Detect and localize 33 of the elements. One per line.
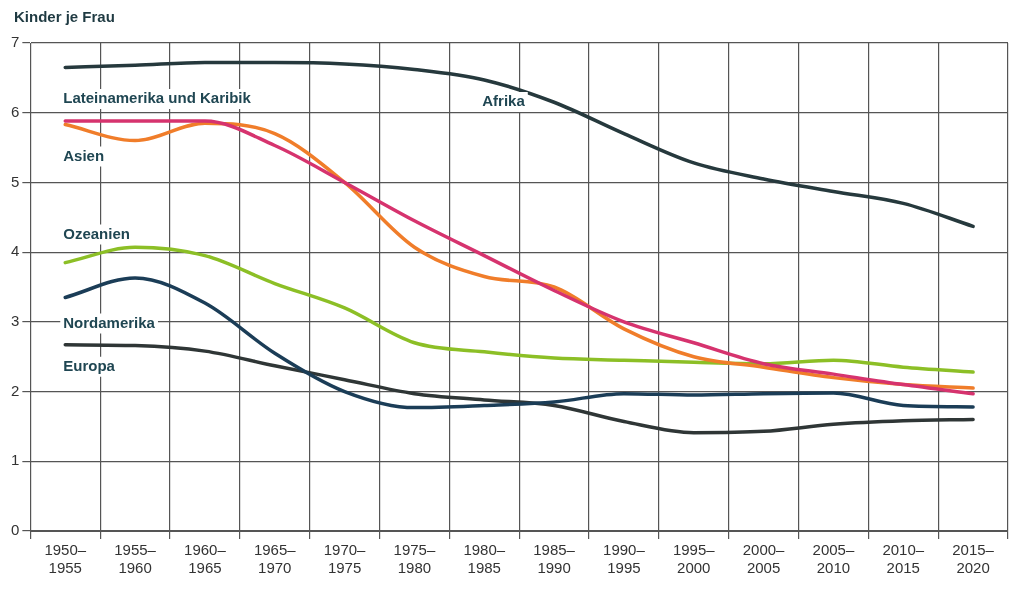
series-label: Nordamerika bbox=[63, 313, 156, 331]
x-tick-label: 1995–2000 bbox=[672, 541, 716, 577]
x-tick-label: 2010–2015 bbox=[882, 541, 925, 577]
series-label: Asien bbox=[63, 146, 105, 164]
x-tick-label: 2000–2005 bbox=[742, 541, 786, 577]
x-tick-label: 1965–1970 bbox=[253, 541, 297, 577]
y-tick-label: 4 bbox=[11, 242, 20, 260]
x-tick-label: 2005–2010 bbox=[812, 541, 855, 577]
x-tick-label: 1955–1960 bbox=[114, 541, 157, 577]
x-tick-label: 2015–2020 bbox=[952, 541, 995, 577]
series-label: Europa bbox=[63, 357, 116, 374]
y-tick-label: 2 bbox=[11, 381, 20, 399]
y-tick-label: 1 bbox=[11, 451, 20, 469]
y-axis-title: Kinder je Frau bbox=[14, 8, 116, 25]
x-tick-label: 1985–1990 bbox=[533, 541, 576, 577]
line-series bbox=[63, 343, 975, 435]
y-tick-label: 5 bbox=[11, 172, 20, 190]
x-tick-label: 1980–1985 bbox=[463, 541, 506, 577]
line-series bbox=[63, 276, 975, 410]
y-tick-label: 6 bbox=[11, 102, 20, 120]
x-tick-label: 1960–1965 bbox=[184, 541, 227, 577]
y-tick-label: 0 bbox=[11, 521, 20, 539]
x-tick-label: 1950–1955 bbox=[44, 541, 87, 577]
y-tick-label: 7 bbox=[11, 33, 20, 51]
x-tick-label: 1970–1975 bbox=[323, 541, 367, 577]
line-series bbox=[63, 245, 975, 374]
x-tick-label: 1990–1995 bbox=[603, 541, 646, 577]
series-label: Ozeanien bbox=[63, 224, 130, 242]
line-series bbox=[63, 60, 975, 229]
x-tick-label: 1975–1980 bbox=[393, 541, 436, 577]
y-tick-label: 3 bbox=[11, 312, 20, 329]
series-label: Afrika bbox=[482, 92, 526, 110]
series-label: Lateinamerika und Karibik bbox=[63, 89, 252, 107]
